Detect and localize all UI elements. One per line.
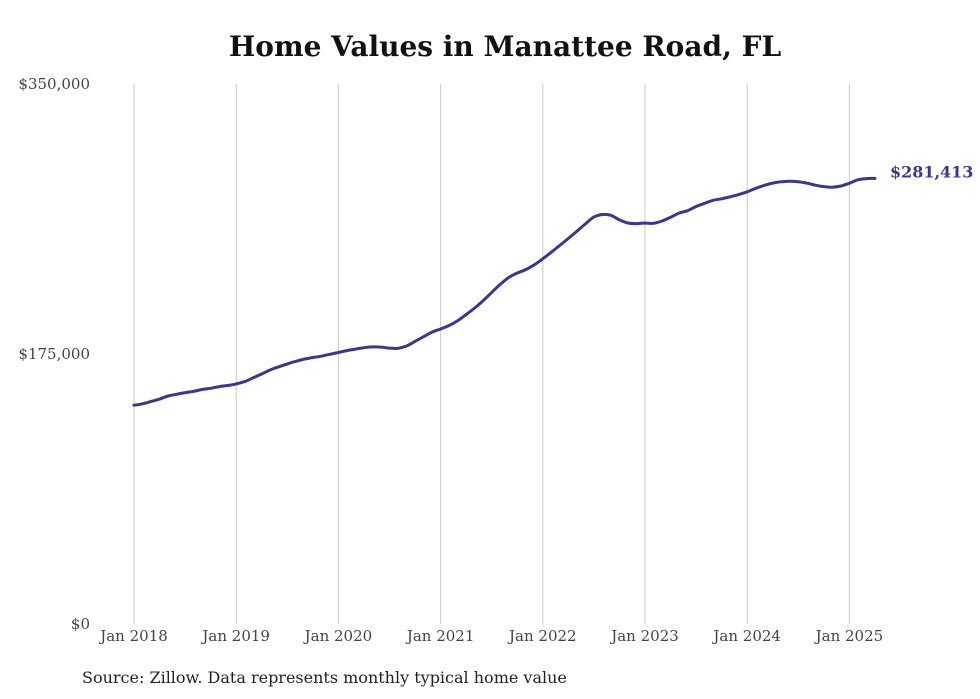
x-axis-ticks: Jan 2018 Jan 2019 Jan 2020 Jan 2021 Jan 2022… bbox=[98, 627, 883, 645]
series-layer bbox=[132, 176, 877, 407]
x-tick-label: Jan 2024 bbox=[711, 627, 781, 645]
x-tick-label: Jan 2018 bbox=[98, 627, 168, 645]
y-tick-label: $0 bbox=[71, 615, 90, 633]
x-tick-label: Jan 2023 bbox=[609, 627, 679, 645]
gridlines bbox=[133, 84, 850, 624]
x-tick-label: Jan 2022 bbox=[507, 627, 577, 645]
y-tick-label: $175,000 bbox=[18, 345, 90, 363]
x-tick-label: Jan 2019 bbox=[200, 627, 270, 645]
home-value-line bbox=[132, 176, 877, 407]
x-tick-label: Jan 2020 bbox=[303, 627, 373, 645]
x-tick-label: Jan 2021 bbox=[405, 627, 475, 645]
end-label-layer: $281,413 bbox=[890, 162, 974, 181]
y-axis-ticks: $0 $175,000 $350,000 bbox=[18, 75, 90, 633]
source-note: Source: Zillow. Data represents monthly … bbox=[82, 668, 567, 687]
end-value-label: $281,413 bbox=[890, 162, 974, 181]
y-tick-label: $350,000 bbox=[18, 75, 90, 93]
chart-title: Home Values in Manattee Road, FL bbox=[228, 30, 782, 63]
x-tick-label: Jan 2025 bbox=[814, 627, 884, 645]
